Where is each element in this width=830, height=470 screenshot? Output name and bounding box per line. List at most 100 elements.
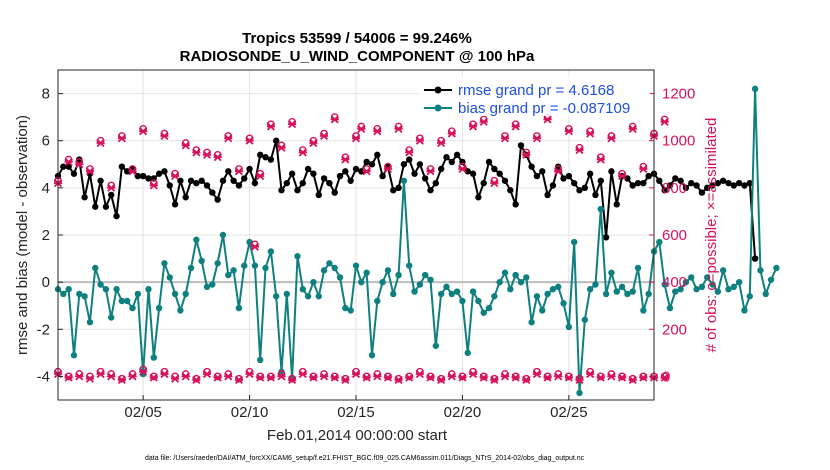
bias-point	[719, 267, 727, 274]
bias-point	[421, 271, 429, 279]
rmse-point	[693, 182, 700, 189]
rmse-point	[97, 177, 104, 184]
rmse-point	[272, 137, 280, 144]
bias-point	[278, 368, 285, 375]
obs-assimilated-marker	[75, 160, 84, 169]
obs-assimilated-low-marker	[426, 373, 435, 382]
bias-point	[485, 304, 493, 312]
obs-assimilated-low-marker	[277, 372, 286, 381]
rmse-point	[374, 151, 381, 159]
bias-point	[528, 319, 535, 326]
bias-point	[331, 264, 338, 272]
rmse-point	[549, 182, 557, 189]
rmse-point	[203, 182, 211, 189]
rmse-point	[108, 191, 115, 199]
bias-point	[730, 283, 738, 291]
obs-assimilated-low-marker	[405, 373, 414, 382]
rmse-point	[406, 156, 413, 163]
rmse-point	[613, 201, 620, 208]
rmse-point	[709, 182, 716, 189]
obs-possible-low-marker	[618, 372, 626, 381]
obs-assimilated-low-marker	[511, 373, 520, 382]
bias-point	[203, 283, 211, 291]
obs-possible-low-marker	[330, 372, 339, 381]
bias-point	[757, 267, 764, 274]
rmse-point	[246, 165, 253, 173]
bias-point	[102, 286, 110, 293]
legend-label-rmse: rmse grand pr = 4.6168	[458, 82, 614, 99]
obs-assimilated-marker	[639, 164, 648, 174]
rmse-point	[491, 165, 498, 173]
obs-assimilated-low-marker	[500, 372, 510, 381]
obs-possible-low-marker	[479, 372, 488, 381]
obs-assimilated-marker	[309, 139, 318, 148]
obs-assimilated-low-marker	[362, 373, 371, 382]
bias-point	[315, 293, 322, 300]
obs-assimilated-marker	[522, 150, 531, 159]
bias-point	[198, 257, 205, 265]
rmse-point	[427, 187, 434, 194]
bias-point	[166, 274, 173, 281]
rmse-point	[214, 196, 221, 203]
bias-point	[666, 304, 674, 312]
bias-point	[608, 269, 615, 276]
bias-series-line	[57, 87, 778, 394]
bias-point	[304, 293, 312, 300]
x-tick-label: 02/25	[550, 404, 588, 421]
bias-point	[352, 262, 360, 269]
rmse-point	[379, 172, 386, 180]
bias-point	[549, 286, 557, 293]
obs-assimilated-outlier-marker	[250, 242, 259, 251]
legend-box	[418, 76, 650, 116]
bias-point	[709, 281, 716, 288]
rmse-point	[342, 168, 349, 175]
rmse-point	[400, 161, 408, 168]
rmse-point	[113, 212, 120, 220]
rmse-point	[565, 172, 573, 180]
bias-point	[225, 271, 232, 279]
obs-assimilated-marker	[660, 117, 669, 126]
obs-possible-low-marker	[458, 372, 467, 381]
bias-point	[70, 352, 78, 359]
rmse-point	[730, 182, 738, 189]
bias-point	[129, 304, 136, 312]
obs-possible-low-marker	[192, 374, 201, 383]
bias-point	[459, 297, 466, 305]
obs-assimilated-marker	[181, 141, 190, 150]
rmse-point	[278, 187, 285, 194]
bias-point	[60, 290, 67, 298]
bias-point	[65, 286, 72, 293]
obs-assimilated-marker	[596, 155, 605, 164]
rmse-point	[517, 142, 525, 149]
bias-point	[411, 288, 418, 295]
obs-assimilated-low-marker	[617, 373, 627, 382]
obs-assimilated-marker	[85, 167, 95, 176]
bias-point	[576, 389, 583, 397]
obs-assimilated-marker	[266, 122, 275, 131]
bias-point	[108, 314, 115, 321]
obs-assimilated-low-marker	[383, 373, 393, 382]
bias-point	[512, 271, 519, 279]
obs-assimilated-low-marker	[128, 372, 137, 381]
bias-point	[230, 267, 237, 274]
bias-point	[581, 316, 589, 324]
bias-point	[613, 288, 620, 295]
rmse-point	[145, 175, 152, 182]
rmse-point	[294, 187, 301, 194]
obs-assimilated-low-marker	[373, 372, 382, 381]
rmse-point	[714, 179, 722, 187]
bias-point	[374, 297, 381, 305]
rmse-point	[171, 201, 179, 208]
bias-point	[257, 356, 264, 364]
y-tick-label: 8	[42, 86, 50, 103]
bias-point	[400, 177, 408, 184]
obs-assimilated-low-marker	[202, 370, 212, 379]
rmse-point	[496, 170, 503, 177]
rmse-point	[416, 161, 424, 168]
rmse-point	[645, 172, 652, 180]
rmse-point	[198, 177, 205, 184]
bias-point	[704, 274, 711, 281]
obs-assimilated-marker	[330, 115, 339, 124]
rmse-point	[448, 158, 455, 166]
